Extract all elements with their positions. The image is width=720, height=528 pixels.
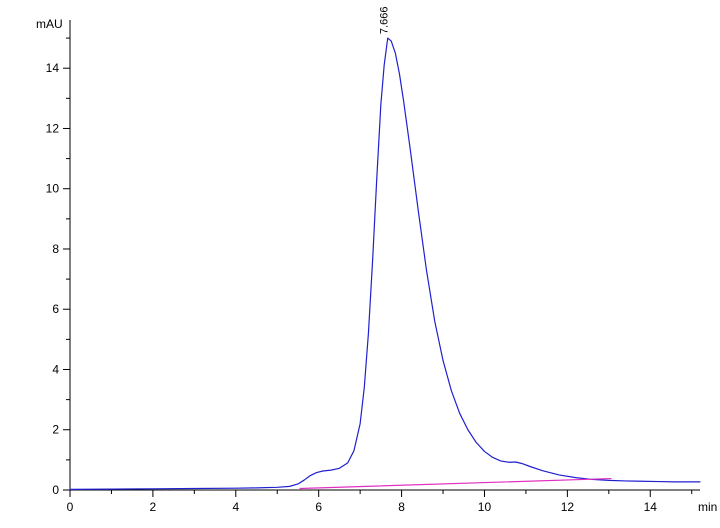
y-tick-label: 12 bbox=[46, 121, 60, 135]
x-tick-label: 2 bbox=[150, 500, 157, 514]
y-tick-label: 6 bbox=[52, 302, 59, 316]
y-tick-label: 4 bbox=[52, 362, 59, 376]
x-tick-label: 4 bbox=[232, 500, 239, 514]
chromatogram-chart: 0 2 4 6 8 10 12 14 mAU 0 2 4 6 8 10 12 14 min 7.666 bbox=[0, 0, 720, 528]
chart-svg: 0 2 4 6 8 10 12 14 mAU 0 2 4 6 8 10 12 14 min 7.666 bbox=[0, 0, 720, 528]
y-tick-label: 8 bbox=[52, 242, 59, 256]
x-tick-label: 0 bbox=[67, 500, 74, 514]
y-axis-label: mAU bbox=[36, 17, 63, 31]
x-tick-label: 6 bbox=[315, 500, 322, 514]
peak-label: 7.666 bbox=[379, 7, 391, 35]
y-tick-label: 2 bbox=[52, 423, 59, 437]
x-tick-label: 10 bbox=[478, 500, 492, 514]
x-axis-label: min bbox=[698, 500, 717, 514]
x-tick-label: 14 bbox=[644, 500, 658, 514]
y-tick-label: 14 bbox=[46, 61, 60, 75]
x-tick-label: 12 bbox=[561, 500, 575, 514]
x-tick-label: 8 bbox=[398, 500, 405, 514]
y-tick-label: 10 bbox=[46, 182, 60, 196]
y-tick-label: 0 bbox=[52, 483, 59, 497]
